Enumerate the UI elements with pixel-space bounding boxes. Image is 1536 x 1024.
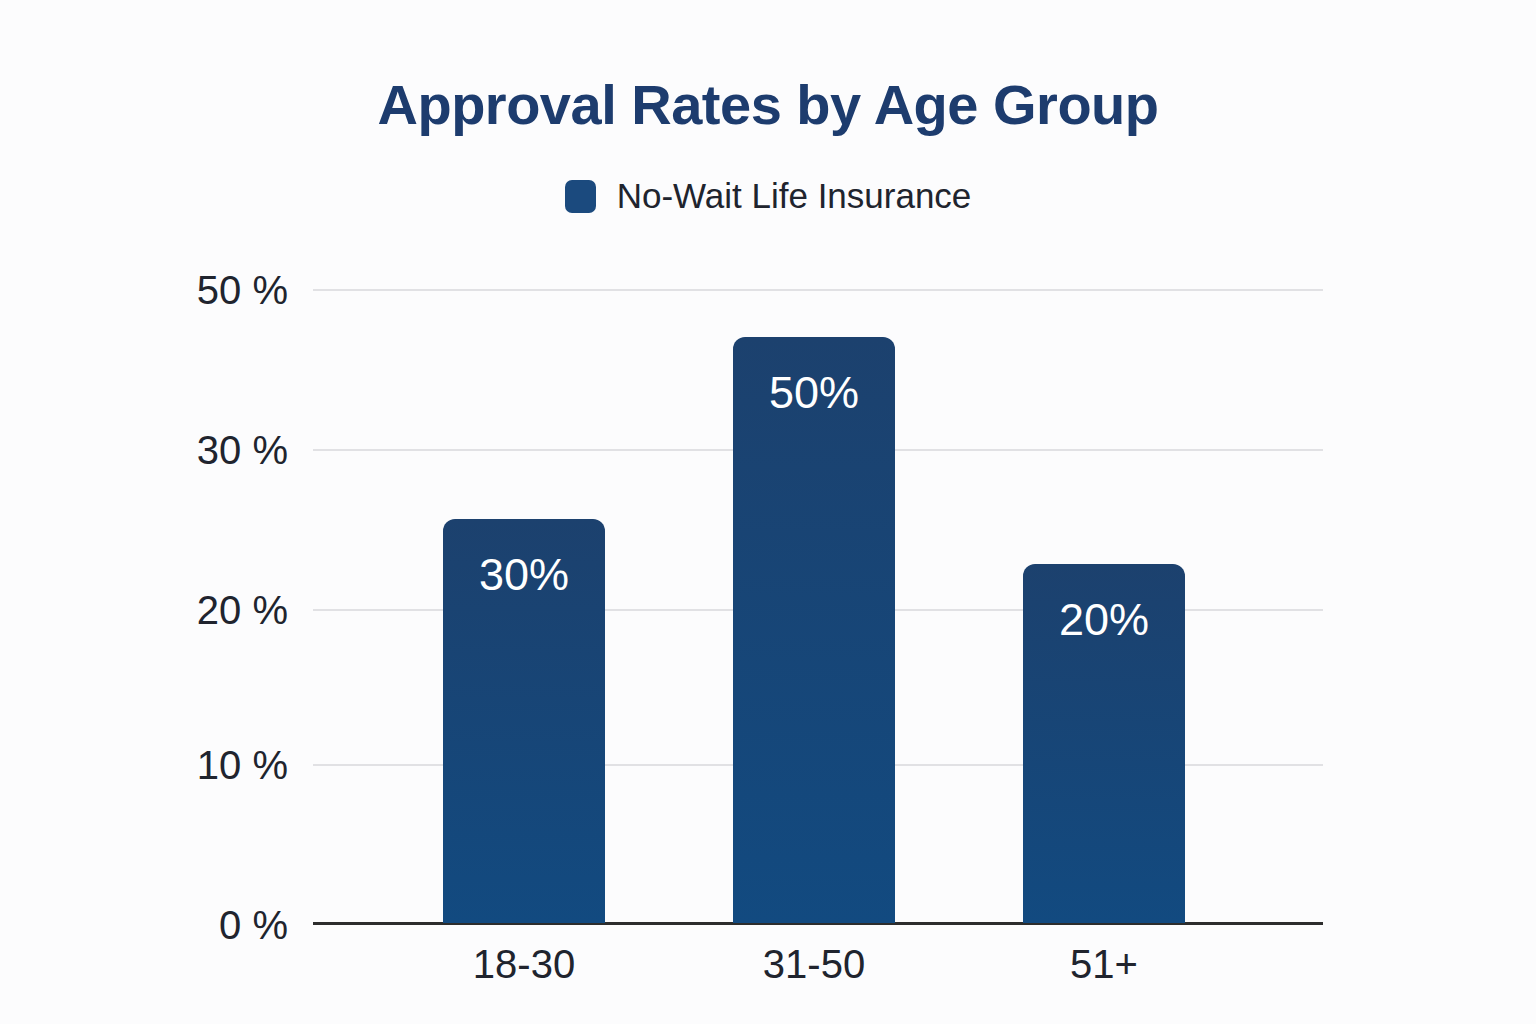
y-tick-label: 0 % [110,903,288,948]
legend-swatch-icon [565,180,596,213]
legend: No-Wait Life Insurance [0,176,1536,216]
y-tick-label: 50 % [110,268,288,313]
bar-value-label: 30% [443,549,605,601]
bar-18-30: 30% [443,519,605,923]
gridline-50 [313,289,1323,291]
legend-label: No-Wait Life Insurance [617,176,972,216]
x-axis-label: 31-50 [733,942,895,987]
bar-chart: Approval Rates by Age Group No-Wait Life… [0,0,1536,1024]
bar-31-50: 50% [733,337,895,923]
x-axis-label: 18-30 [443,942,605,987]
bar-value-label: 20% [1023,594,1185,646]
y-tick-label: 10 % [110,743,288,788]
x-axis-label: 51+ [1023,942,1185,987]
y-tick-label: 30 % [110,428,288,473]
bar-value-label: 50% [733,367,895,419]
bar-51-plus: 20% [1023,564,1185,923]
y-tick-label: 20 % [110,588,288,633]
chart-title: Approval Rates by Age Group [0,72,1536,137]
